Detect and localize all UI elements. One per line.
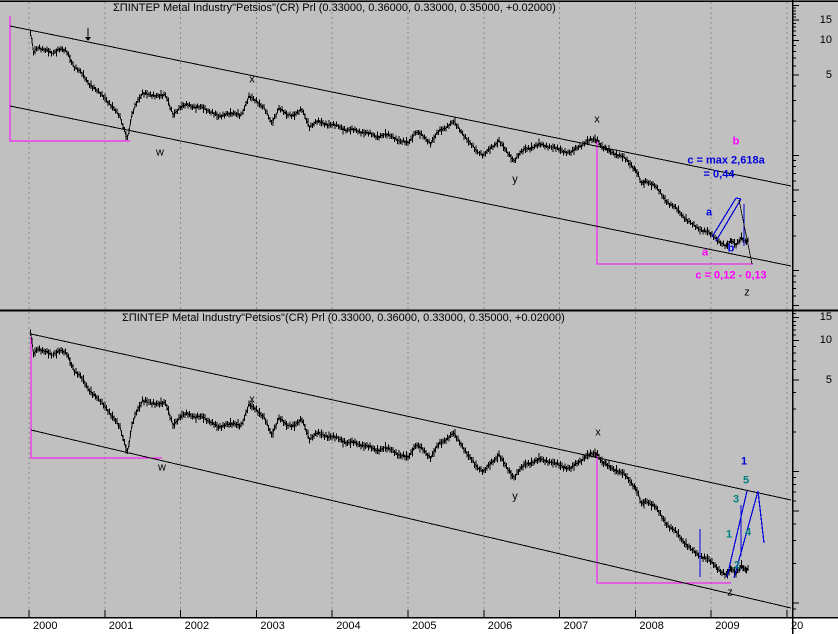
chart-title-bottom: ΣΠΙΝΤΕΡ Metal Industry"Petsios"(CR) Prl …	[122, 312, 565, 324]
projection-line	[738, 199, 753, 265]
down-arrow-icon	[85, 37, 91, 41]
chart-title-top: ΣΠΙΝΤΕΡ Metal Industry"Petsios"(CR) Prl …	[113, 2, 556, 14]
wave-trendline	[715, 198, 742, 242]
magenta-measurement-shape	[30, 333, 162, 459]
magenta-measurement-shape	[9, 16, 130, 142]
magenta-measurement-shape	[596, 140, 753, 265]
wave-trendline	[735, 197, 742, 200]
wave-trendline	[711, 197, 737, 238]
trend-channel-upper	[9, 25, 792, 187]
wave-trendline	[726, 490, 748, 578]
wave-trendline	[757, 490, 765, 544]
trend-channel-lower	[30, 429, 792, 609]
price-panel-bottom[interactable]	[0, 311, 792, 617]
wave-trendline	[733, 490, 759, 579]
trend-channel-lower	[9, 105, 792, 267]
price-line	[30, 33, 749, 248]
price-panel-top[interactable]	[0, 0, 792, 310]
x-axis-strip	[0, 618, 838, 634]
price-line	[30, 332, 749, 577]
trend-channel-upper	[30, 333, 792, 501]
